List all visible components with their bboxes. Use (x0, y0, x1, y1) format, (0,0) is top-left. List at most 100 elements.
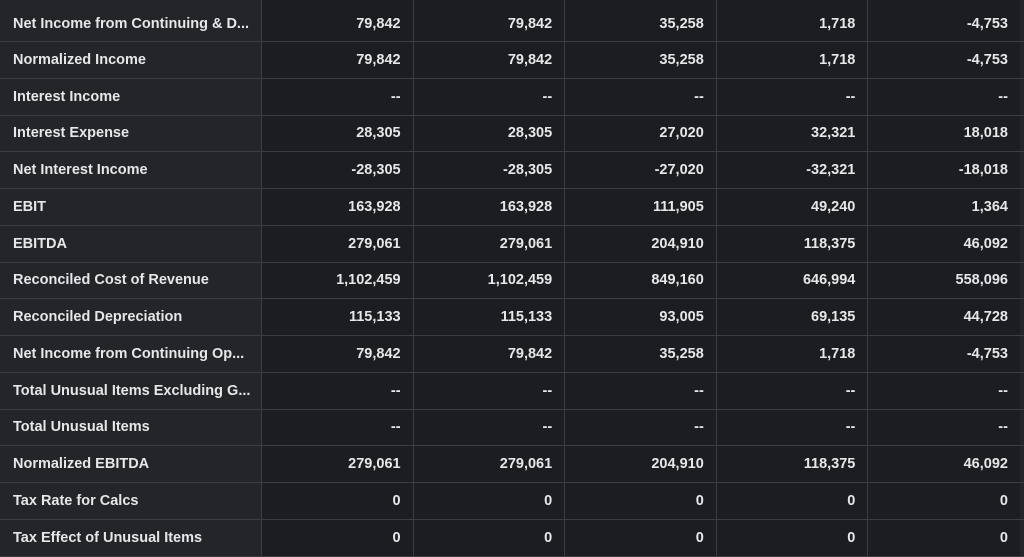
value-cell: 118,375 (716, 446, 869, 482)
value-cell: 18,018 (868, 115, 1020, 152)
value-cell: -- (565, 372, 717, 409)
table-row[interactable]: Total Unusual Items -- -- -- -- -- (0, 409, 1024, 447)
value-cell: 0 (716, 483, 869, 519)
row-label: EBIT (0, 189, 262, 225)
row-label: Net Income from Continuing Op... (0, 336, 262, 372)
value-cell: 115,133 (413, 299, 566, 335)
row-label: Total Unusual Items Excluding G... (0, 372, 262, 409)
row-label: Total Unusual Items (0, 409, 262, 446)
table-row[interactable]: Net Interest Income -28,305 -28,305 -27,020… (0, 152, 1024, 189)
value-cell: 79,842 (262, 336, 414, 372)
value-cell: 279,061 (413, 225, 566, 262)
value-cell: 28,305 (262, 115, 414, 152)
row-label: Tax Rate for Calcs (0, 483, 262, 519)
value-cell: -32,321 (716, 152, 869, 188)
value-cell: -- (262, 372, 414, 409)
value-cell: 79,842 (413, 336, 566, 372)
value-cell: 204,910 (565, 446, 717, 482)
table-row[interactable]: Total Unusual Items Excluding G... -- -- --… (0, 372, 1024, 410)
value-cell: 1,102,459 (262, 262, 414, 299)
value-cell: 35,258 (565, 0, 717, 41)
value-cell: -- (262, 409, 414, 446)
value-cell: 0 (565, 483, 717, 519)
value-cell: 163,928 (413, 189, 566, 225)
row-label: Interest Income (0, 78, 262, 115)
value-cell: -- (868, 372, 1020, 409)
value-cell: 49,240 (716, 189, 869, 225)
row-label: Interest Expense (0, 115, 262, 152)
value-cell: 0 (262, 519, 414, 556)
row-label: Net Income from Continuing & D... (0, 0, 262, 41)
value-cell: -- (262, 78, 414, 115)
value-cell: 646,994 (716, 262, 869, 299)
value-cell: 35,258 (565, 336, 717, 372)
table-row[interactable]: Net Income from Continuing & D... 79,842 7… (0, 0, 1024, 42)
row-label: Tax Effect of Unusual Items (0, 519, 262, 556)
value-cell: -- (868, 409, 1020, 446)
table-row[interactable]: Interest Expense 28,305 28,305 27,020 32,321… (0, 115, 1024, 153)
value-cell: -28,305 (262, 152, 414, 188)
value-cell: 118,375 (716, 225, 869, 262)
value-cell: 204,910 (565, 225, 717, 262)
value-cell: 279,061 (262, 225, 414, 262)
table-row[interactable]: Reconciled Depreciation 115,133 115,133 93,… (0, 299, 1024, 336)
row-label: Reconciled Depreciation (0, 299, 262, 335)
value-cell: -- (565, 409, 717, 446)
value-cell: -- (413, 372, 566, 409)
value-cell: -4,753 (868, 0, 1020, 41)
value-cell: -- (716, 409, 869, 446)
row-label: Reconciled Cost of Revenue (0, 262, 262, 299)
value-cell: 69,135 (716, 299, 869, 335)
value-cell: -18,018 (868, 152, 1020, 188)
value-cell: 32,321 (716, 115, 869, 152)
value-cell: 28,305 (413, 115, 566, 152)
value-cell: 558,096 (868, 262, 1020, 299)
value-cell: -28,305 (413, 152, 566, 188)
value-cell: 79,842 (413, 0, 566, 41)
value-cell: -4,753 (868, 42, 1020, 78)
table-row[interactable]: Normalized Income 79,842 79,842 35,258 1,718… (0, 42, 1024, 79)
value-cell: 27,020 (565, 115, 717, 152)
value-cell: -- (868, 78, 1020, 115)
value-cell: 163,928 (262, 189, 414, 225)
row-label: Normalized Income (0, 42, 262, 78)
value-cell: 79,842 (262, 0, 414, 41)
value-cell: -- (716, 78, 869, 115)
table-row[interactable]: Normalized EBITDA 279,061 279,061 204,910 11… (0, 446, 1024, 483)
table-row[interactable]: Tax Effect of Unusual Items 0 0 0 0 0 (0, 519, 1024, 557)
value-cell: -4,753 (868, 336, 1020, 372)
value-cell: 46,092 (868, 225, 1020, 262)
table-row[interactable]: EBITDA 279,061 279,061 204,910 118,375 46,092 (0, 225, 1024, 263)
table-row[interactable]: Interest Income -- -- -- -- -- (0, 78, 1024, 116)
value-cell: 111,905 (565, 189, 717, 225)
value-cell: 0 (413, 519, 566, 556)
value-cell: 1,102,459 (413, 262, 566, 299)
row-label: Normalized EBITDA (0, 446, 262, 482)
table-row[interactable]: EBIT 163,928 163,928 111,905 49,240 1,364 (0, 189, 1024, 226)
value-cell: 1,364 (868, 189, 1020, 225)
value-cell: 1,718 (716, 336, 869, 372)
value-cell: 115,133 (262, 299, 414, 335)
value-cell: 279,061 (413, 446, 566, 482)
value-cell: -27,020 (565, 152, 717, 188)
table-row[interactable]: Tax Rate for Calcs 0 0 0 0 0 (0, 483, 1024, 520)
value-cell: -- (716, 372, 869, 409)
value-cell: 1,718 (716, 42, 869, 78)
row-label: Net Interest Income (0, 152, 262, 188)
value-cell: 0 (565, 519, 717, 556)
value-cell: 0 (868, 519, 1020, 556)
value-cell: 44,728 (868, 299, 1020, 335)
value-cell: 79,842 (413, 42, 566, 78)
value-cell: 0 (262, 483, 414, 519)
table-row[interactable]: Net Income from Continuing Op... 79,842 79… (0, 336, 1024, 373)
value-cell: 1,718 (716, 0, 869, 41)
value-cell: 93,005 (565, 299, 717, 335)
table-row[interactable]: Reconciled Cost of Revenue 1,102,459 1,102… (0, 262, 1024, 300)
row-label: EBITDA (0, 225, 262, 262)
value-cell: 79,842 (262, 42, 414, 78)
value-cell: 849,160 (565, 262, 717, 299)
value-cell: 0 (868, 483, 1020, 519)
value-cell: 279,061 (262, 446, 414, 482)
value-cell: -- (413, 409, 566, 446)
